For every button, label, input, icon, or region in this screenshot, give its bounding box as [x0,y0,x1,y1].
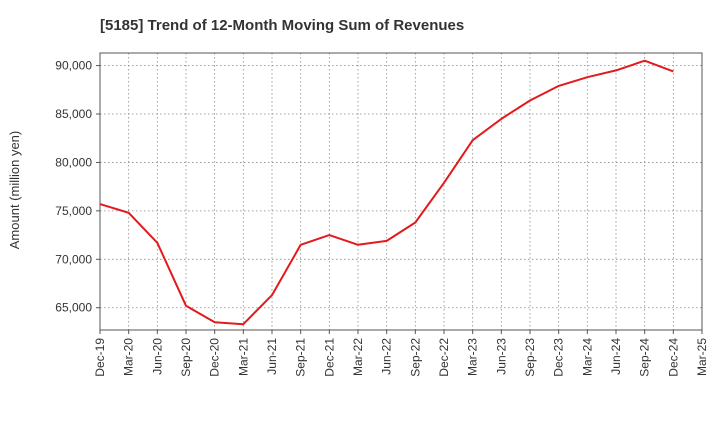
series [99,59,674,326]
x-tick-label: Mar-20 [122,338,136,376]
x-tick-label: Sep-20 [179,338,193,377]
y-tick-label: 75,000 [55,204,92,218]
x-tick-label: Dec-19 [93,338,107,377]
x-tick-label: Dec-21 [322,338,336,377]
y-axis-ticks: 65,000 70,000 75,000 80,000 85,000 90,000 [55,59,100,315]
plot-area-frame [99,52,703,331]
x-tick-label: Mar-24 [580,338,594,376]
x-tick-label: Dec-23 [552,338,566,377]
x-tick-label: Jun-24 [609,338,623,375]
x-tick-label: Jun-23 [494,338,508,375]
y-tick-label: 90,000 [55,59,92,73]
y-tick-label: 80,000 [55,155,92,169]
x-tick-label: Mar-23 [466,338,480,376]
x-tick-label: Dec-20 [208,338,222,377]
x-tick-label: Mar-21 [236,338,250,376]
x-tick-label: Dec-22 [437,338,451,377]
x-tick-label: Mar-25 [695,338,709,376]
y-axis-label: Amount (million yen) [7,131,22,250]
x-tick-label: Jun-20 [150,338,164,375]
y-tick-label: 65,000 [55,301,92,315]
x-tick-label: Mar-22 [351,338,365,376]
grid [99,53,703,330]
x-tick-label: Dec-24 [666,338,680,377]
x-tick-label: Sep-21 [294,338,308,377]
y-tick-label: 70,000 [55,252,92,266]
series-line [99,59,674,326]
chart-title: [5185] Trend of 12-Month Moving Sum of R… [100,17,464,34]
x-axis-ticks: Dec-19 Mar-20 Jun-20 Sep-20 Dec-20 Mar-21 Jun-… [93,330,709,377]
x-tick-label: Sep-22 [408,338,422,377]
x-tick-label: Sep-24 [638,338,652,377]
x-tick-label: Jun-22 [380,338,394,375]
y-tick-label: 85,000 [55,107,92,121]
x-tick-label: Jun-21 [265,338,279,375]
x-tick-label: Sep-23 [523,338,537,377]
